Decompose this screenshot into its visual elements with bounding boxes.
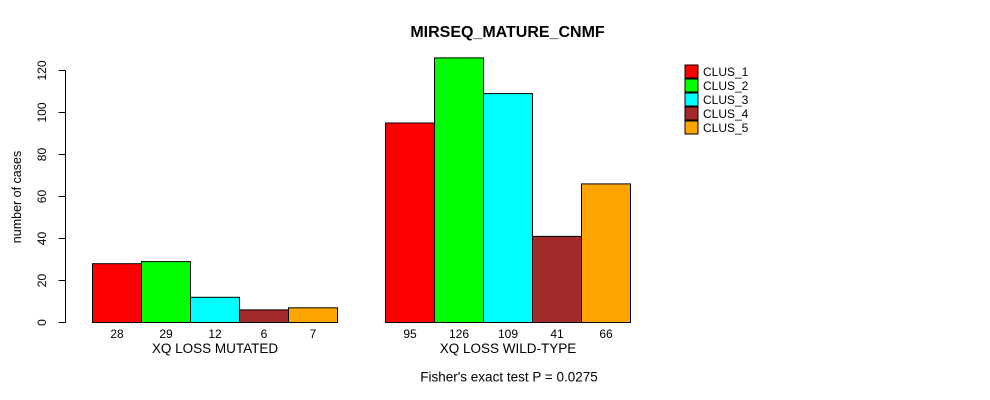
y-tick-label: 20	[35, 274, 49, 288]
bar-value-label: 66	[599, 327, 613, 341]
y-tick-label: 120	[35, 60, 49, 80]
bar-clus_4-group2	[532, 235, 582, 323]
bar-clus_3-group2	[483, 93, 533, 323]
legend-swatch-clus_1	[684, 64, 699, 79]
bar-value-label: 12	[208, 327, 222, 341]
legend-label: CLUS_1	[703, 65, 749, 79]
bar-clus_5-group2	[581, 183, 631, 323]
y-tick-label: 0	[35, 319, 49, 326]
y-tick-label: 100	[35, 102, 49, 122]
bar-clus_4-group1	[239, 309, 289, 323]
bar-value-label: 109	[498, 327, 518, 341]
bar-clus_1-group1	[92, 263, 142, 324]
bar-clus_2-group1	[141, 261, 191, 324]
legend-label: CLUS_5	[703, 121, 749, 135]
bar-clus_1-group2	[385, 122, 435, 323]
x-category-label: XQ LOSS WILD-TYPE	[440, 341, 577, 356]
y-axis-label: number of cases	[10, 151, 24, 243]
bar-value-label: 29	[159, 327, 173, 341]
bar-clus_5-group1	[288, 307, 338, 323]
footnote: Fisher's exact test P = 0.0275	[420, 370, 598, 385]
bars-group	[92, 57, 631, 324]
x-category-label: XQ LOSS MUTATED	[152, 341, 279, 356]
legend-swatch-clus_4	[684, 106, 699, 121]
bar-value-label: 126	[449, 327, 469, 341]
bar-clus_2-group2	[434, 57, 484, 324]
legend-label: CLUS_2	[703, 79, 749, 93]
legend-swatch-clus_3	[684, 92, 699, 107]
legend-label: CLUS_4	[703, 107, 749, 121]
legend-swatch-clus_2	[684, 78, 699, 93]
bar-value-label: 95	[403, 327, 417, 341]
bar-value-label: 41	[550, 327, 564, 341]
legend-label: CLUS_3	[703, 93, 749, 107]
bar-value-label: 7	[310, 327, 317, 341]
chart-title: MIRSEQ_MATURE_CNMF	[410, 24, 605, 41]
y-axis: 0 20 40 60 80 100 120	[35, 60, 66, 326]
y-tick-label: 80	[35, 148, 49, 162]
bar-value-label: 6	[261, 327, 268, 341]
y-tick-label: 40	[35, 232, 49, 246]
y-tick-label: 60	[35, 190, 49, 204]
bar-clus_3-group1	[190, 296, 240, 323]
legend-swatch-clus_5	[684, 120, 699, 135]
bar-value-label: 28	[110, 327, 124, 341]
